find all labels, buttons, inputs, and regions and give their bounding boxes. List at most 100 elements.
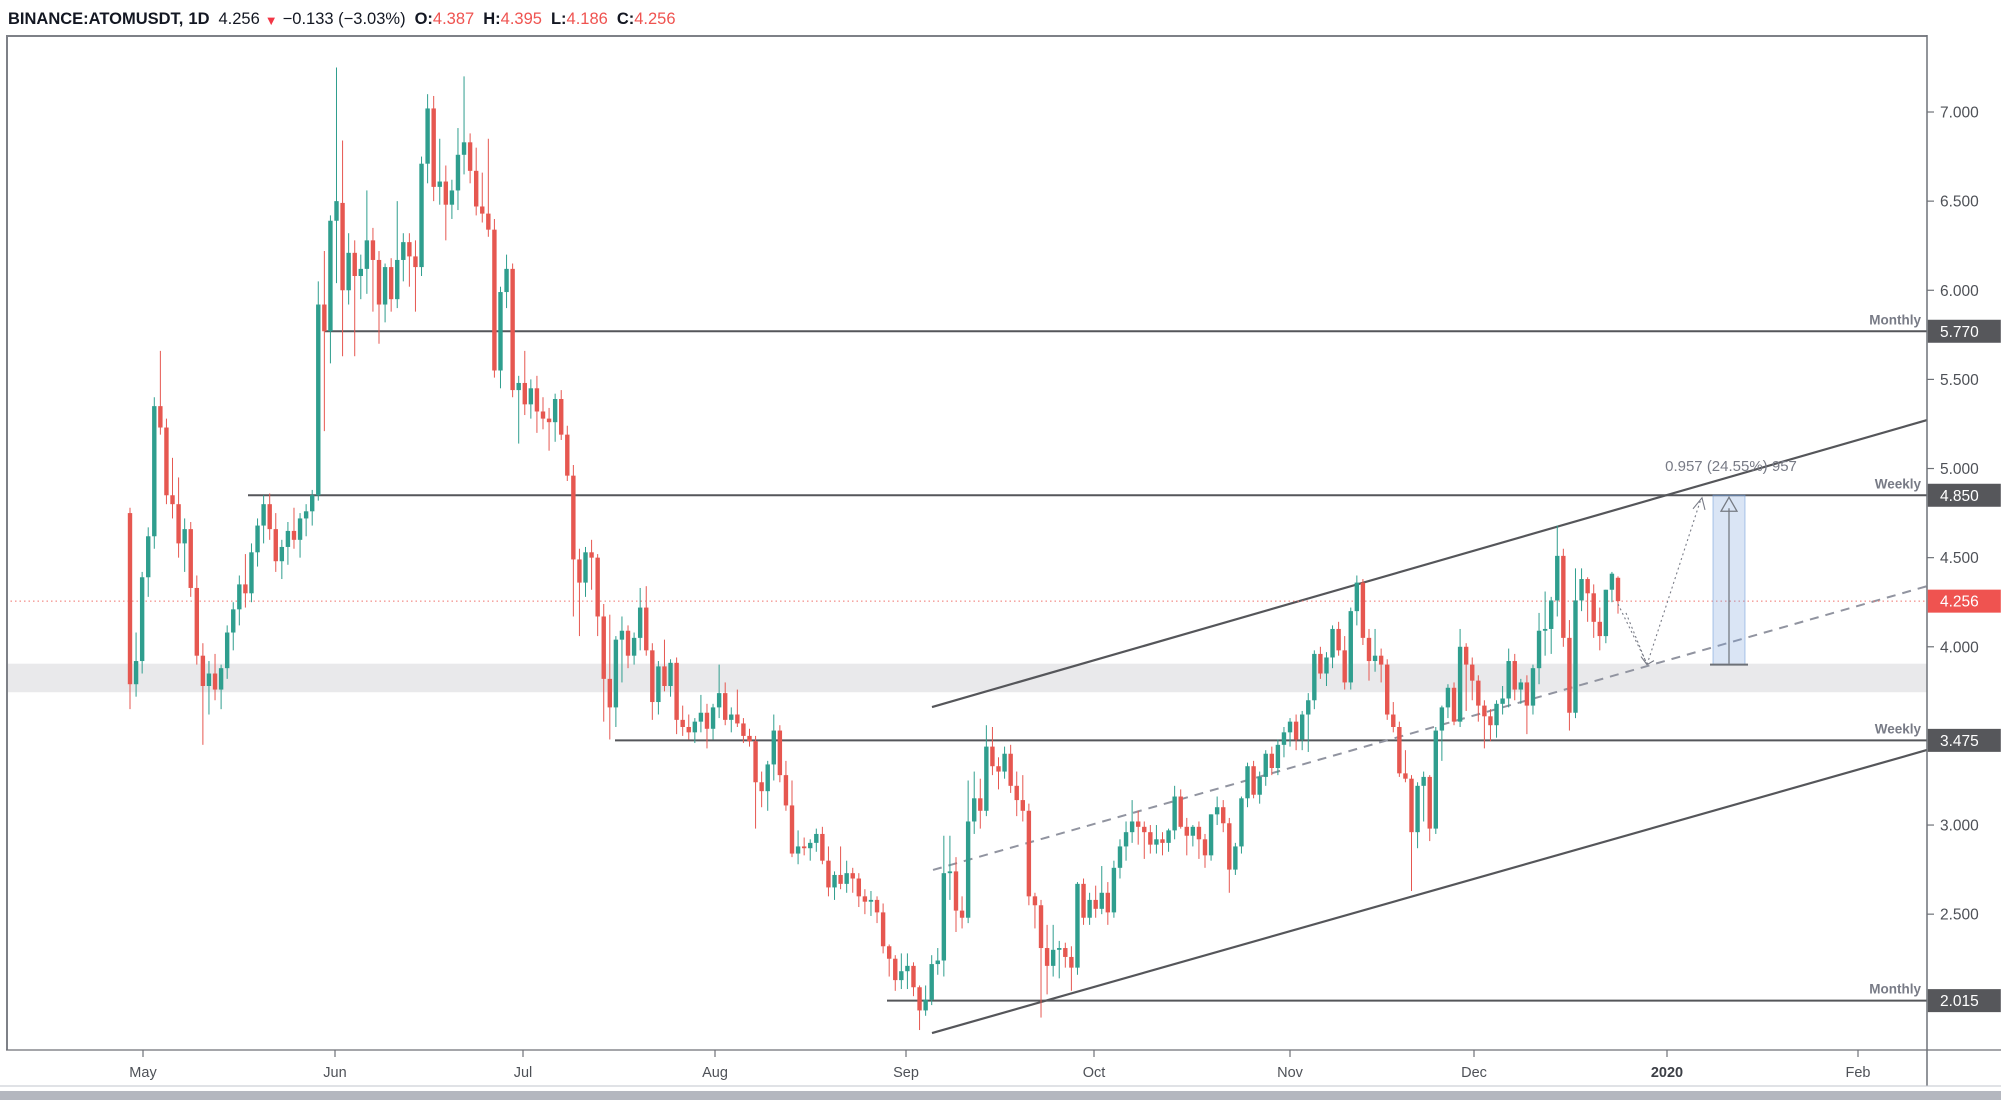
candle <box>473 170 479 207</box>
price-chip-5.770 <box>1927 319 2001 343</box>
candle <box>1330 628 1335 658</box>
candle <box>729 714 734 720</box>
candle <box>1123 832 1129 847</box>
candle <box>540 411 546 419</box>
time-tick-May: May <box>129 1065 157 1081</box>
timeframe-label[interactable]: 1D <box>188 9 210 28</box>
candle <box>1561 555 1566 638</box>
candle <box>231 609 236 633</box>
price-tick-3.000: 3.000 <box>1940 818 1979 835</box>
candle <box>139 577 145 662</box>
candle <box>698 712 704 722</box>
candle <box>546 418 552 423</box>
candle <box>510 268 515 391</box>
candle <box>1063 948 1068 957</box>
candle <box>273 529 278 562</box>
candle <box>965 821 971 918</box>
channel-median-dashed-line[interactable] <box>932 585 1928 871</box>
price-chip-text-4.256: 4.256 <box>1940 594 1979 611</box>
projection-measure-label[interactable]: 0.957 (24.55%) 957 <box>1665 458 1797 475</box>
path-arrow-up[interactable] <box>1646 498 1702 665</box>
candle <box>407 242 412 257</box>
candle <box>1178 796 1183 827</box>
candle <box>1397 726 1402 774</box>
candle <box>917 987 922 1011</box>
candle <box>893 958 898 981</box>
candle <box>1445 687 1451 708</box>
price-tick-2.500: 2.500 <box>1940 907 1979 924</box>
candle <box>1044 948 1050 966</box>
candle <box>1615 577 1621 602</box>
candle <box>1567 637 1572 713</box>
support-zone-band[interactable] <box>6 663 1927 693</box>
candle <box>425 108 430 164</box>
candle <box>1318 653 1323 674</box>
path-arrow-down-0[interactable] <box>1617 603 1648 664</box>
candle <box>1312 653 1317 701</box>
candle <box>297 518 303 540</box>
candle <box>625 630 631 656</box>
candle <box>1482 705 1487 717</box>
candle <box>941 873 947 961</box>
candle <box>856 878 862 897</box>
candle <box>316 304 321 496</box>
channel-lower-trendline[interactable] <box>931 748 1928 1035</box>
candle <box>419 163 424 268</box>
candle <box>1105 892 1111 913</box>
candle <box>1500 698 1505 704</box>
candle <box>577 559 582 583</box>
candle <box>777 730 783 776</box>
price-tick-7.000: 7.000 <box>1940 105 1979 122</box>
candle <box>886 946 892 959</box>
candle <box>911 965 916 988</box>
candle <box>413 256 418 268</box>
candle <box>662 666 667 686</box>
candle <box>224 632 230 669</box>
candle <box>801 846 807 849</box>
candle <box>589 552 594 558</box>
candle <box>959 910 965 918</box>
candle <box>929 964 934 1000</box>
candle <box>601 616 606 679</box>
candle <box>1360 582 1366 638</box>
time-axis[interactable]: May Jun Jul Aug Sep Oct Nov Dec 2020 Feb <box>129 1050 1871 1081</box>
candle <box>1148 832 1153 845</box>
candle <box>795 846 801 854</box>
candle <box>1087 899 1092 918</box>
candle <box>1099 892 1104 909</box>
candle <box>765 764 770 792</box>
candle <box>1093 899 1098 909</box>
candle <box>1154 839 1159 845</box>
candle <box>668 662 673 686</box>
candle <box>437 181 442 187</box>
candle <box>808 842 813 849</box>
price-chip-4.850 <box>1927 483 2001 507</box>
candle <box>1172 796 1177 831</box>
price-chip-2.015 <box>1927 989 2001 1013</box>
symbol-name[interactable]: BINANCE:ATOMUSDT, <box>8 9 184 28</box>
candle <box>583 552 588 583</box>
candle <box>935 960 940 965</box>
candle <box>146 536 151 578</box>
candle <box>984 746 989 811</box>
candle <box>1239 798 1244 847</box>
path-arrow-down-1[interactable] <box>1625 612 1648 665</box>
candle <box>261 504 266 526</box>
candle <box>1536 630 1542 669</box>
candle <box>838 874 843 884</box>
channel-upper-trendline[interactable] <box>931 418 1928 709</box>
candle <box>516 382 521 391</box>
price-chip-4.256 <box>1927 589 2001 613</box>
time-tick-Aug: Aug <box>702 1065 728 1081</box>
candle <box>1603 589 1609 637</box>
candle <box>1293 721 1299 740</box>
price-axis[interactable]: 7.000 6.500 6.000 5.500 5.000 4.500 4.000 3.000… <box>1927 105 2001 1013</box>
candle <box>905 965 910 972</box>
candle <box>1050 949 1056 966</box>
candle <box>692 721 698 733</box>
candle <box>1245 766 1250 799</box>
candle <box>674 662 679 720</box>
price-chip-text-4.850: 4.850 <box>1940 488 1979 505</box>
candle <box>498 292 503 371</box>
